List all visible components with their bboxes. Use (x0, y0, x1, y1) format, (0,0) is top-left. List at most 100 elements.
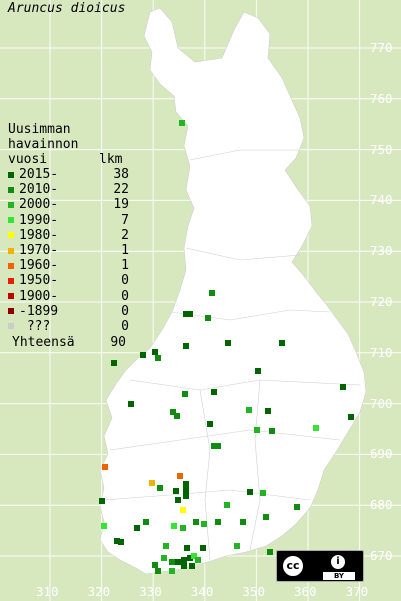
easting-label: 350 (242, 584, 265, 599)
observation-square (128, 401, 134, 407)
legend-row-count: 0 (121, 273, 129, 289)
observation-square (114, 538, 120, 544)
northing-label: 670 (370, 548, 393, 563)
easting-label: 360 (294, 584, 317, 599)
legend-title-line-3: vuosi (8, 152, 48, 167)
observation-square (195, 557, 201, 563)
legend-row-label: 1960- (19, 258, 59, 274)
observation-square (184, 545, 190, 551)
legend-swatch (8, 217, 14, 224)
easting-label: 340 (190, 584, 214, 599)
observation-square (215, 443, 221, 449)
legend-row: 1990- 7 (8, 213, 129, 228)
legend-row-count: 19 (113, 197, 129, 213)
observation-square (180, 507, 186, 513)
observation-square (254, 427, 260, 433)
legend-swatch (8, 201, 14, 208)
observation-square (348, 414, 354, 420)
observation-square (171, 523, 177, 529)
observation-square (181, 557, 187, 563)
legend-row: 1980- 2 (8, 228, 129, 243)
observation-square (169, 568, 175, 574)
northing-label: 700 (370, 395, 393, 411)
legend-swatch (8, 262, 14, 269)
observation-square (155, 355, 161, 361)
observation-square (240, 519, 246, 525)
observation-square (181, 563, 187, 569)
legend-swatch (8, 293, 14, 300)
observation-square (340, 384, 346, 390)
legend-row-label: 1980- (19, 227, 59, 243)
observation-square (205, 315, 211, 321)
observation-square (161, 555, 167, 561)
legend-row-count: 0 (121, 288, 129, 304)
observation-square (179, 120, 185, 126)
legend-row-count: 7 (121, 212, 129, 228)
northing-label: 740 (370, 192, 393, 208)
observation-square (224, 502, 230, 508)
observation-square (269, 428, 275, 434)
easting-label: 330 (139, 584, 162, 599)
observation-square (134, 525, 140, 531)
easting-label: 370 (345, 584, 369, 599)
legend-row: 1900- 0 (8, 289, 129, 304)
observation-square (175, 559, 181, 565)
observation-dots (99, 120, 354, 574)
observation-square (267, 549, 273, 555)
observation-square (279, 340, 285, 346)
legend-row-label: ??? (19, 318, 51, 334)
legend-row-label: 1950- (19, 273, 59, 289)
observation-square (152, 562, 158, 568)
legend-row: 2010- 22 (8, 182, 129, 197)
observation-square (211, 443, 217, 449)
species-name: Aruncus dioicus (8, 1, 126, 16)
observation-square (111, 360, 117, 366)
legend-row-label: 1990- (19, 212, 59, 228)
legend-swatch (8, 308, 14, 315)
observation-square (200, 545, 206, 551)
observation-square (313, 425, 319, 431)
observation-square (215, 519, 221, 525)
observation-square (193, 519, 199, 525)
northing-label: 750 (370, 141, 393, 157)
observation-square (183, 493, 189, 499)
observation-square (255, 368, 261, 374)
observation-square (263, 514, 269, 520)
legend-row-count: 1 (121, 243, 129, 259)
northing-label: 720 (370, 294, 393, 309)
legend-total-count: 90 (110, 335, 126, 351)
legend-total-label: Yhteensä (12, 335, 75, 351)
observation-square (155, 568, 161, 574)
legend-row: 1960- 1 (8, 258, 129, 273)
observation-square (189, 563, 195, 569)
legend-row-count: 22 (113, 182, 129, 198)
legend-row-count: 2 (121, 227, 129, 243)
observation-square (209, 290, 215, 296)
observation-square (187, 311, 193, 317)
observation-square (163, 543, 169, 549)
northing-label: 710 (370, 344, 393, 360)
observation-square (183, 311, 189, 317)
observation-square (183, 343, 189, 349)
legend-row-count: 0 (121, 318, 129, 334)
legend-row: 1950- 0 (8, 273, 129, 288)
observation-square (182, 391, 188, 397)
easting-label: 320 (87, 584, 111, 599)
northing-label: 680 (370, 497, 393, 513)
legend-total-row: Yhteensä 90 (8, 335, 129, 350)
legend-row: 1970- 1 (8, 243, 129, 258)
observation-square (201, 521, 207, 527)
legend-swatch (8, 186, 14, 193)
observation-square (225, 340, 231, 346)
legend-row: 2000- 19 (8, 197, 129, 212)
observation-square (118, 539, 124, 545)
legend-row-label: 2000- (19, 197, 59, 213)
observation-square (102, 464, 108, 470)
license-by-label: BY (323, 572, 355, 580)
observation-square (187, 555, 193, 561)
observation-square (143, 519, 149, 525)
legend-row: ??? 0 (8, 319, 129, 334)
legend-title-line-1: Uusimman (8, 122, 71, 137)
northing-label: 770 (370, 40, 393, 55)
